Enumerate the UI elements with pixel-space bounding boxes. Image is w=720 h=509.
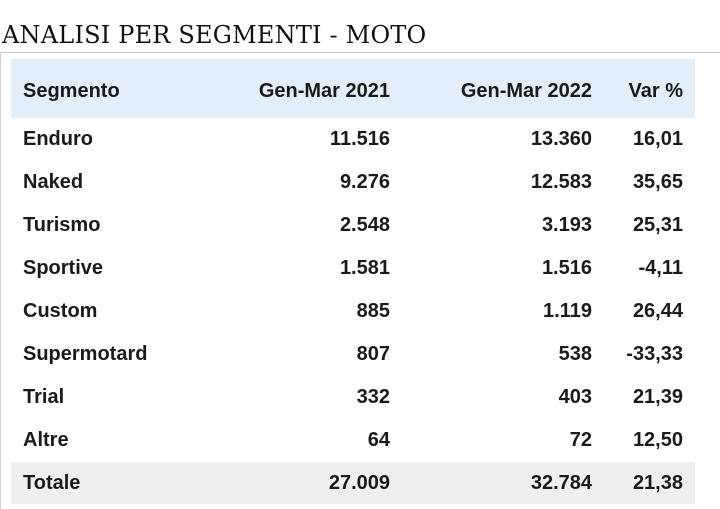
value-2022-cell: 403 xyxy=(558,386,592,408)
segment-cell: Naked xyxy=(23,171,84,193)
value-2022-cell: 3.193 xyxy=(541,214,592,236)
var-cell: 26,44 xyxy=(632,300,683,322)
var-cell: 16,01 xyxy=(632,128,683,150)
column-header-var: Var % xyxy=(628,79,683,102)
total-label: Totale xyxy=(23,471,81,494)
var-cell: 12,50 xyxy=(632,429,683,451)
value-2021-cell: 11.516 xyxy=(329,128,390,150)
value-2022-cell: 1.516 xyxy=(541,257,592,279)
segment-cell: Turismo xyxy=(23,214,101,236)
total-row: Totale 27.009 32.784 21,38 xyxy=(11,462,695,504)
value-2021-cell: 64 xyxy=(367,429,390,451)
value-2021-cell: 332 xyxy=(356,386,390,408)
var-cell: 35,65 xyxy=(632,171,683,193)
value-2022-cell: 72 xyxy=(569,429,592,451)
segment-cell: Sportive xyxy=(23,257,104,279)
total-var: 21,38 xyxy=(632,471,683,494)
segment-cell: Enduro xyxy=(23,128,93,150)
var-cell: 25,31 xyxy=(632,214,683,236)
var-cell: -33,33 xyxy=(626,343,683,365)
table-row: Naked 9.276 12.583 35,65 xyxy=(11,161,695,204)
segment-cell: Altre xyxy=(23,429,69,451)
var-cell: 21,39 xyxy=(632,386,683,408)
value-2022-cell: 12.583 xyxy=(530,171,592,193)
segment-cell: Custom xyxy=(23,300,98,322)
table-row: Altre 64 72 12,50 xyxy=(11,419,695,462)
table-row: Turismo 2.548 3.193 25,31 xyxy=(11,204,695,247)
value-2022-cell: 538 xyxy=(558,343,592,365)
value-2021-cell: 2.548 xyxy=(339,214,390,236)
var-cell: -4,11 xyxy=(638,257,683,279)
segments-table: Segmento Gen-Mar 2021 Gen-Mar 2022 Var %… xyxy=(11,59,695,504)
value-2022-cell: 13.360 xyxy=(530,128,592,150)
table-row: Custom 885 1.119 26,44 xyxy=(11,290,695,333)
table-row: Sportive 1.581 1.516 -4,11 xyxy=(11,247,695,290)
segment-cell: Supermotard xyxy=(23,343,148,365)
page-title: ANALISI PER SEGMENTI - MOTO xyxy=(2,21,427,49)
value-2021-cell: 9.276 xyxy=(339,171,390,193)
left-border xyxy=(0,53,1,509)
value-2021-cell: 807 xyxy=(356,343,390,365)
table-header-row: Segmento Gen-Mar 2021 Gen-Mar 2022 Var % xyxy=(11,59,695,118)
title-divider xyxy=(0,52,720,53)
column-header-2021: Gen-Mar 2021 xyxy=(258,79,390,102)
value-2021-cell: 885 xyxy=(356,300,390,322)
value-2022-cell: 1.119 xyxy=(543,300,592,322)
total-2022: 32.784 xyxy=(530,471,592,494)
table-row: Supermotard 807 538 -33,33 xyxy=(11,333,695,376)
table-row: Trial 332 403 21,39 xyxy=(11,376,695,419)
column-header-segment: Segmento xyxy=(23,79,120,102)
table-row: Enduro 11.516 13.360 16,01 xyxy=(11,118,695,161)
segment-cell: Trial xyxy=(23,386,65,408)
column-header-2022: Gen-Mar 2022 xyxy=(460,79,592,102)
total-2021: 27.009 xyxy=(328,471,390,494)
value-2021-cell: 1.581 xyxy=(339,257,390,279)
